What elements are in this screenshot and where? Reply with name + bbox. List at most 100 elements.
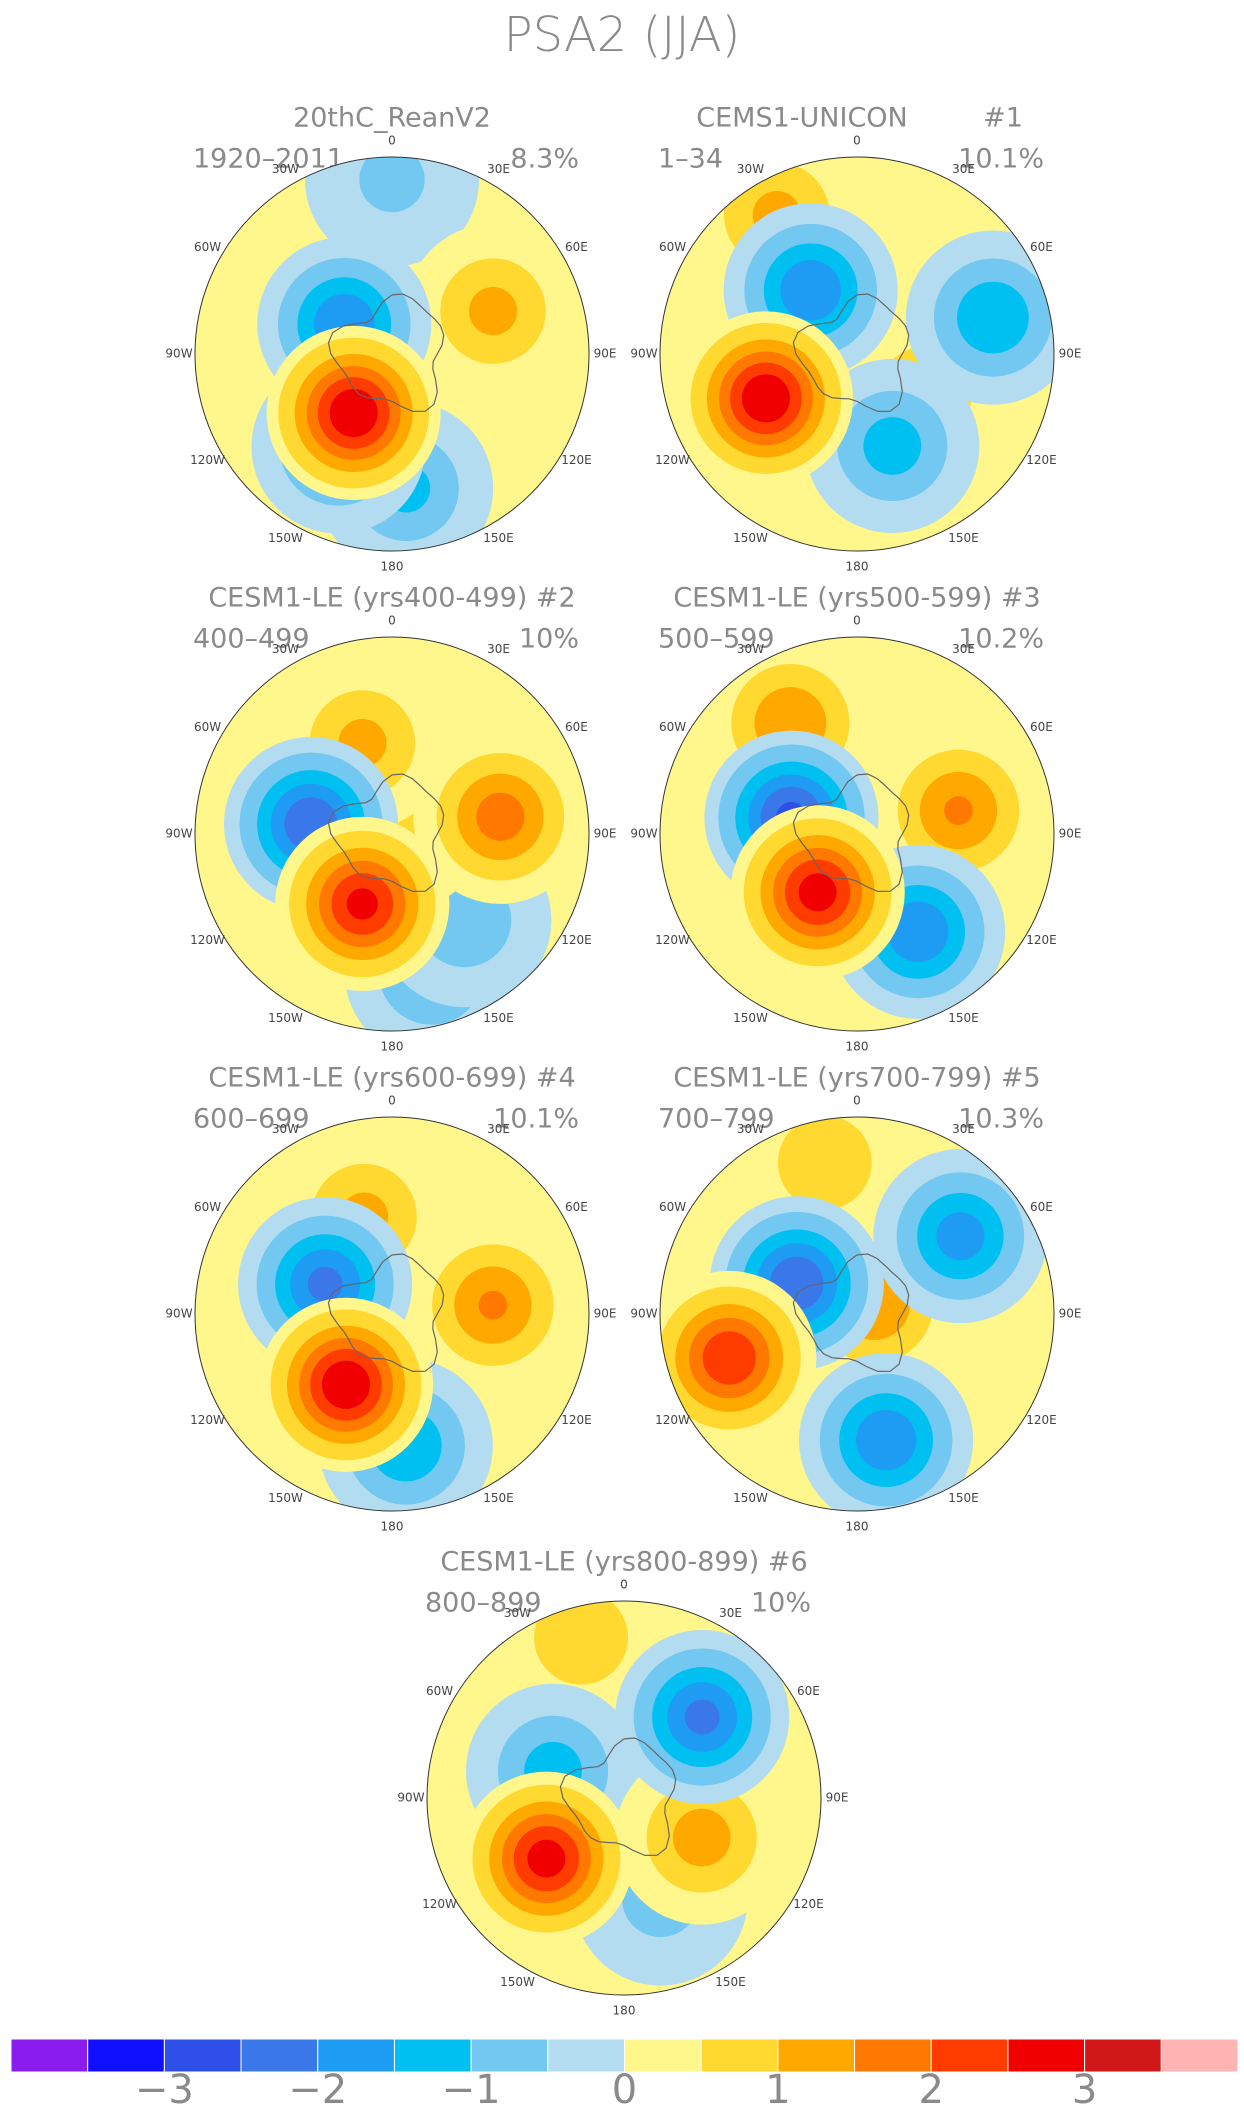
contour-band: [534, 1601, 628, 1685]
coastline: [792, 773, 910, 893]
lon-label: 60E: [1030, 1200, 1053, 1214]
panel-variance: 10.2%: [958, 624, 1044, 655]
lon-label: 150E: [715, 1975, 746, 1989]
panel-period: 1–34: [658, 144, 723, 175]
lon-label: 120E: [561, 453, 592, 467]
field: [195, 637, 589, 1031]
lon-label: 90E: [1059, 827, 1082, 841]
lon-label: 30W: [504, 1606, 531, 1620]
lon-label: 150W: [733, 1491, 768, 1505]
colorbar-tick-label: −2: [288, 2067, 347, 2113]
colorbar-box: [777, 2038, 856, 2073]
contour-band: [887, 901, 949, 963]
colorbar-box: [700, 2038, 779, 2073]
field: [427, 1601, 821, 1995]
coastline: [327, 293, 445, 413]
lon-label: 120W: [655, 1413, 690, 1427]
coastline: [559, 1737, 677, 1857]
lon-label: 30E: [487, 1122, 510, 1136]
lon-label: 30E: [952, 1122, 975, 1136]
colorbar-box: [240, 2038, 319, 2073]
lon-label: 60E: [1030, 720, 1053, 734]
lon-label: 90W: [630, 347, 657, 361]
panel-title: CESM1-LE (yrs500-599) #3: [673, 583, 1040, 614]
field: [195, 157, 589, 551]
lon-label: 0: [620, 1578, 628, 1592]
map-border: [194, 1116, 590, 1512]
field: [660, 637, 1054, 1031]
map-panel: CEMS1-UNICON #1 1–34 10.1% 0 30E 60E 90E 120E 150…: [630, 103, 1081, 574]
contour-band: [476, 792, 525, 841]
lon-label: 150E: [483, 1491, 514, 1505]
panel-title: CESM1-LE (yrs700-799) #5: [673, 1063, 1040, 1094]
lon-label: 150E: [483, 531, 514, 545]
map-panel: CESM1-LE (yrs700-799) #5 700–799 10.3% 0 30E…: [630, 1063, 1081, 1534]
colorbar-box: [470, 2038, 549, 2073]
lon-label: 0: [853, 134, 861, 148]
map-border: [659, 156, 1055, 552]
lon-label: 60E: [565, 720, 588, 734]
lon-label: 30W: [272, 1122, 299, 1136]
lon-label: 180: [613, 2004, 636, 2018]
colorbar-box: [1160, 2038, 1239, 2073]
map-panel: CESM1-LE (yrs500-599) #3 500–599 10.2% 0 30E…: [630, 583, 1081, 1054]
contour-band: [329, 388, 378, 438]
lon-label: 60E: [1030, 240, 1053, 254]
colorbar-tick-label: 2: [919, 2067, 944, 2113]
field: [195, 1117, 589, 1511]
lon-label: 150E: [483, 1011, 514, 1025]
field: [660, 1117, 1054, 1511]
map-border: [426, 1600, 822, 1996]
contour-band: [527, 1839, 566, 1878]
colorbar-box: [930, 2038, 1009, 2073]
lon-label: 0: [388, 134, 396, 148]
panel-variance: 10.3%: [958, 1104, 1044, 1135]
colorbar-tick-label: −3: [135, 2067, 194, 2113]
panel-period: 600–699: [193, 1104, 310, 1135]
lon-label: 150W: [733, 1011, 768, 1025]
contour-band: [855, 1409, 917, 1471]
lon-label: 60E: [565, 240, 588, 254]
lon-label: 180: [381, 1040, 404, 1054]
contour-band: [780, 260, 841, 321]
lon-label: 60W: [426, 1684, 453, 1698]
lon-label: 90E: [594, 1307, 617, 1321]
map-border: [659, 1116, 1055, 1512]
coastline: [792, 293, 910, 413]
lon-label: 150E: [948, 1011, 979, 1025]
lon-label: 90E: [594, 827, 617, 841]
contour-band: [672, 1808, 731, 1867]
lon-label: 90W: [165, 827, 192, 841]
panel-title: CEMS1-UNICON: [696, 103, 908, 134]
lon-label: 90W: [630, 1307, 657, 1321]
lon-label: 90W: [165, 347, 192, 361]
panel-variance: 10%: [519, 624, 579, 655]
lon-label: 30W: [272, 642, 299, 656]
lon-label: 30W: [737, 1122, 764, 1136]
lon-label: 120E: [793, 1897, 824, 1911]
map-panel: CESM1-LE (yrs600-699) #4 600–699 10.1% 0 30E…: [165, 1063, 616, 1534]
contour-band: [346, 888, 378, 920]
lon-label: 180: [381, 1520, 404, 1534]
lon-label: 0: [388, 614, 396, 628]
coastline: [327, 773, 445, 893]
colorbar-box: [393, 2038, 472, 2073]
contour-band: [468, 287, 518, 336]
lon-label: 120W: [190, 933, 225, 947]
panel-variance: 10.1%: [958, 144, 1044, 175]
lon-label: 60E: [797, 1684, 820, 1698]
lon-label: 180: [846, 1520, 869, 1534]
contour-band: [944, 796, 973, 825]
lon-label: 0: [853, 1094, 861, 1108]
contour-band: [741, 374, 790, 423]
lon-label: 60W: [659, 240, 686, 254]
lon-label: 90W: [165, 1307, 192, 1321]
lon-label: 150E: [948, 531, 979, 545]
colorbar-tick-label: −1: [442, 2067, 501, 2113]
colorbar-box: [317, 2038, 395, 2073]
lon-label: 60W: [194, 1200, 221, 1214]
contour-band: [936, 1212, 985, 1261]
map-border: [194, 636, 590, 1032]
lon-label: 30E: [952, 642, 975, 656]
